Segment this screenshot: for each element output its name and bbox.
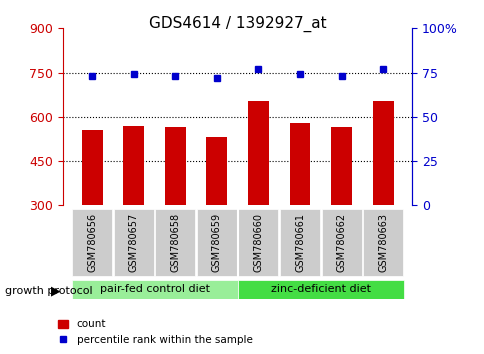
FancyBboxPatch shape [238,280,403,299]
FancyBboxPatch shape [114,209,153,276]
Text: GSM780657: GSM780657 [128,213,138,272]
Text: GSM780658: GSM780658 [170,213,180,272]
Bar [372,101,393,205]
Text: GSM780659: GSM780659 [212,213,221,272]
FancyBboxPatch shape [279,209,319,276]
Text: ▶: ▶ [51,285,60,297]
FancyBboxPatch shape [72,280,237,299]
FancyBboxPatch shape [238,209,278,276]
Text: GSM780656: GSM780656 [87,213,97,272]
FancyBboxPatch shape [155,209,195,276]
Text: GDS4614 / 1392927_at: GDS4614 / 1392927_at [149,16,326,32]
Bar [165,127,185,205]
Bar [331,127,351,205]
Text: GSM780661: GSM780661 [294,213,304,272]
Bar [82,130,102,205]
Bar [123,126,144,205]
FancyBboxPatch shape [363,209,402,276]
FancyBboxPatch shape [197,209,236,276]
Bar [247,101,268,205]
Text: GSM780663: GSM780663 [378,213,387,272]
Legend: count, percentile rank within the sample: count, percentile rank within the sample [54,315,256,349]
Text: zinc-deficient diet: zinc-deficient diet [270,284,370,295]
Text: GSM780660: GSM780660 [253,213,263,272]
Text: growth protocol: growth protocol [5,286,92,296]
Text: GSM780662: GSM780662 [336,213,346,272]
Bar [206,137,227,205]
Text: pair-fed control diet: pair-fed control diet [99,284,209,295]
FancyBboxPatch shape [321,209,361,276]
Bar [289,123,310,205]
FancyBboxPatch shape [72,209,112,276]
